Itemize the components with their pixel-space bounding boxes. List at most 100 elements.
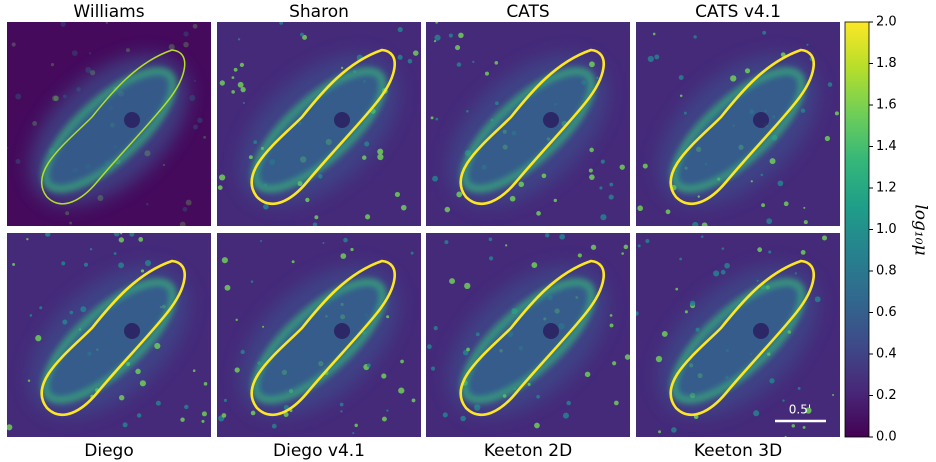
map-halo-spot bbox=[80, 306, 87, 313]
map-halo-spot bbox=[242, 102, 245, 105]
map-halo-spot bbox=[444, 240, 449, 245]
map-halo-spot bbox=[411, 398, 416, 403]
map-halo-spot bbox=[608, 194, 614, 200]
map-halo-spot bbox=[138, 237, 144, 242]
map-halo-spot bbox=[7, 146, 9, 150]
map-halo-spot bbox=[464, 282, 471, 290]
map-halo-spot bbox=[240, 86, 246, 93]
map-halo-spot bbox=[50, 63, 55, 67]
map-halo-spot bbox=[140, 269, 145, 273]
map-halo-spot bbox=[343, 237, 348, 243]
map-halo-spot bbox=[15, 93, 22, 100]
map-halo-spot bbox=[454, 44, 461, 51]
colorbar-tick-label: 1.8 bbox=[876, 56, 897, 71]
map-halo-spot bbox=[692, 221, 699, 226]
colorbar-tick-label: 1.0 bbox=[876, 222, 897, 237]
map-halo-spot bbox=[444, 206, 451, 213]
map-halo-spot bbox=[636, 311, 639, 316]
map-halo-spot bbox=[658, 430, 661, 434]
map-halo-spot bbox=[697, 195, 701, 198]
map-halo-spot bbox=[89, 248, 93, 251]
map-halo-spot bbox=[233, 67, 238, 72]
map-panel bbox=[426, 233, 630, 437]
map-halo-spot bbox=[599, 186, 603, 190]
map-halo-spot bbox=[433, 39, 437, 43]
map-halo-spot bbox=[193, 124, 199, 130]
map-halo-spot bbox=[364, 141, 370, 147]
map-halo-spot bbox=[263, 203, 269, 210]
map-halo-spot bbox=[192, 369, 196, 372]
map-halo-spot bbox=[458, 32, 464, 39]
panel-title: Diego v4.1 bbox=[273, 441, 365, 461]
map-halo-spot bbox=[689, 300, 696, 307]
map-halo-spot bbox=[71, 50, 78, 56]
colorbar-tick-label: 0.0 bbox=[876, 430, 897, 445]
map-halo-spot bbox=[536, 394, 540, 399]
map-halo-spot bbox=[352, 431, 355, 435]
map-halo-spot bbox=[201, 411, 207, 417]
map-halo-spot bbox=[221, 257, 228, 264]
map-halo-spot bbox=[234, 367, 240, 373]
map-halo-spot bbox=[435, 117, 439, 121]
map-halo-spot bbox=[509, 195, 516, 202]
map-halo-spot bbox=[27, 379, 31, 382]
map-halo-spot bbox=[183, 31, 189, 37]
map-halo-spot bbox=[302, 34, 308, 40]
map-halo-spot bbox=[271, 423, 277, 429]
critical-curve bbox=[40, 49, 186, 205]
map-halo-spot bbox=[596, 76, 599, 80]
map-halo-spot bbox=[744, 68, 751, 74]
map-halo-spot bbox=[466, 109, 469, 113]
map-halo-spot bbox=[777, 180, 784, 187]
map-halo-spot bbox=[566, 400, 571, 406]
map-halo-spot bbox=[62, 94, 67, 99]
map-halo-spot bbox=[612, 361, 617, 366]
critical-curve-glow bbox=[41, 67, 177, 193]
map-halo-spot bbox=[609, 323, 614, 328]
map-halo-spot bbox=[541, 173, 547, 179]
map-halo-spot bbox=[197, 117, 203, 124]
map-panel bbox=[636, 22, 840, 226]
map-halo-spot bbox=[800, 250, 806, 255]
map-halo-spot bbox=[769, 378, 775, 384]
core bbox=[753, 323, 769, 339]
map-halo-spot bbox=[433, 326, 438, 331]
map-halo-spot bbox=[588, 168, 593, 173]
colorbar-tick-label: 1.2 bbox=[876, 181, 897, 196]
map-halo-spot bbox=[589, 61, 595, 68]
map-halo-spot bbox=[768, 250, 772, 254]
map-halo-spot bbox=[637, 244, 641, 248]
map-halo-spot bbox=[527, 382, 531, 386]
map-halo-spot bbox=[69, 221, 73, 225]
map-halo-spot bbox=[182, 206, 188, 212]
map-halo-spot bbox=[240, 349, 245, 355]
map-halo-spot bbox=[642, 163, 648, 169]
map-halo-spot bbox=[750, 180, 753, 183]
critical-curve bbox=[250, 48, 397, 206]
map-halo-spot bbox=[39, 306, 43, 310]
map-halo-spot bbox=[637, 205, 644, 212]
map-halo-spot bbox=[769, 158, 776, 165]
map-halo-spot bbox=[652, 32, 656, 36]
map-halo-spot bbox=[679, 94, 683, 97]
map-halo-spot bbox=[235, 318, 238, 322]
map-halo-spot bbox=[366, 363, 371, 368]
map-halo-spot bbox=[466, 347, 470, 352]
map-halo-spot bbox=[314, 215, 319, 220]
map-halo-spot bbox=[400, 204, 407, 211]
map-halo-spot bbox=[361, 155, 367, 160]
map-halo-spot bbox=[600, 214, 607, 221]
map-halo-spot bbox=[339, 402, 344, 407]
critical-curve-glow bbox=[670, 67, 806, 193]
map-halo-spot bbox=[29, 314, 33, 317]
critical-curve-glow bbox=[41, 278, 177, 404]
map-halo-spot bbox=[803, 220, 808, 225]
map-halo-spot bbox=[654, 54, 660, 60]
map-halo-spot bbox=[248, 155, 253, 160]
map-halo-spot bbox=[386, 409, 389, 412]
map-halo-spot bbox=[146, 202, 149, 206]
map-halo-spot bbox=[534, 422, 540, 429]
map-halo-spot bbox=[407, 58, 413, 64]
panel-title: Diego bbox=[84, 441, 133, 461]
map-halo-spot bbox=[85, 66, 92, 73]
